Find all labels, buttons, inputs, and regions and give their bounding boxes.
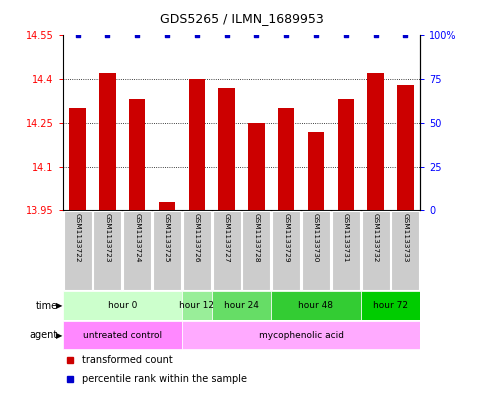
Text: GSM1133733: GSM1133733 [402, 213, 408, 262]
Text: GSM1133725: GSM1133725 [164, 213, 170, 262]
FancyBboxPatch shape [362, 211, 389, 290]
FancyBboxPatch shape [94, 211, 121, 290]
Text: hour 24: hour 24 [224, 301, 259, 310]
FancyBboxPatch shape [183, 211, 211, 290]
FancyBboxPatch shape [213, 211, 241, 290]
Bar [248, 123, 265, 210]
Text: GSM1133731: GSM1133731 [343, 213, 349, 262]
Text: mycophenolic acid: mycophenolic acid [258, 331, 343, 340]
Bar [189, 79, 205, 210]
FancyBboxPatch shape [391, 211, 419, 290]
Point [282, 32, 290, 39]
FancyBboxPatch shape [271, 292, 361, 320]
Text: GSM1133726: GSM1133726 [194, 213, 200, 262]
FancyBboxPatch shape [332, 211, 360, 290]
Point [104, 32, 112, 39]
Text: GSM1133728: GSM1133728 [254, 213, 259, 262]
Point [193, 32, 201, 39]
Text: GSM1133723: GSM1133723 [104, 213, 111, 262]
Text: GSM1133727: GSM1133727 [224, 213, 229, 262]
Point [372, 32, 380, 39]
Text: hour 48: hour 48 [298, 301, 333, 310]
Bar [129, 99, 145, 210]
Point [163, 32, 171, 39]
FancyBboxPatch shape [302, 211, 330, 290]
Point [253, 32, 260, 39]
Point [342, 32, 350, 39]
FancyBboxPatch shape [182, 292, 212, 320]
FancyBboxPatch shape [361, 292, 420, 320]
FancyBboxPatch shape [123, 211, 151, 290]
Bar [159, 202, 175, 210]
Text: GSM1133729: GSM1133729 [283, 213, 289, 262]
Text: ▶: ▶ [56, 301, 62, 310]
Text: agent: agent [30, 330, 58, 340]
Text: GDS5265 / ILMN_1689953: GDS5265 / ILMN_1689953 [159, 12, 324, 25]
Bar [278, 108, 294, 210]
Bar [368, 73, 384, 210]
Bar [397, 85, 413, 210]
Text: hour 0: hour 0 [108, 301, 137, 310]
FancyBboxPatch shape [272, 211, 300, 290]
FancyBboxPatch shape [63, 321, 182, 349]
Text: GSM1133724: GSM1133724 [134, 213, 140, 262]
Text: ▶: ▶ [56, 331, 62, 340]
Bar [308, 132, 324, 210]
Point [74, 32, 82, 39]
Bar [70, 108, 86, 210]
Text: GSM1133732: GSM1133732 [372, 213, 379, 262]
FancyBboxPatch shape [212, 292, 271, 320]
Text: hour 72: hour 72 [373, 301, 408, 310]
FancyBboxPatch shape [153, 211, 181, 290]
FancyBboxPatch shape [63, 292, 182, 320]
Point [312, 32, 320, 39]
Bar [338, 99, 354, 210]
Text: transformed count: transformed count [83, 354, 173, 365]
Text: hour 12: hour 12 [179, 301, 214, 310]
Text: GSM1133722: GSM1133722 [75, 213, 81, 262]
Bar [99, 73, 115, 210]
FancyBboxPatch shape [182, 321, 420, 349]
Text: untreated control: untreated control [83, 331, 162, 340]
Point [133, 32, 141, 39]
Bar [218, 88, 235, 210]
FancyBboxPatch shape [242, 211, 270, 290]
FancyBboxPatch shape [64, 211, 92, 290]
Point [401, 32, 409, 39]
Point [223, 32, 230, 39]
Text: GSM1133730: GSM1133730 [313, 213, 319, 262]
Text: percentile rank within the sample: percentile rank within the sample [83, 374, 247, 384]
Text: time: time [36, 301, 58, 310]
